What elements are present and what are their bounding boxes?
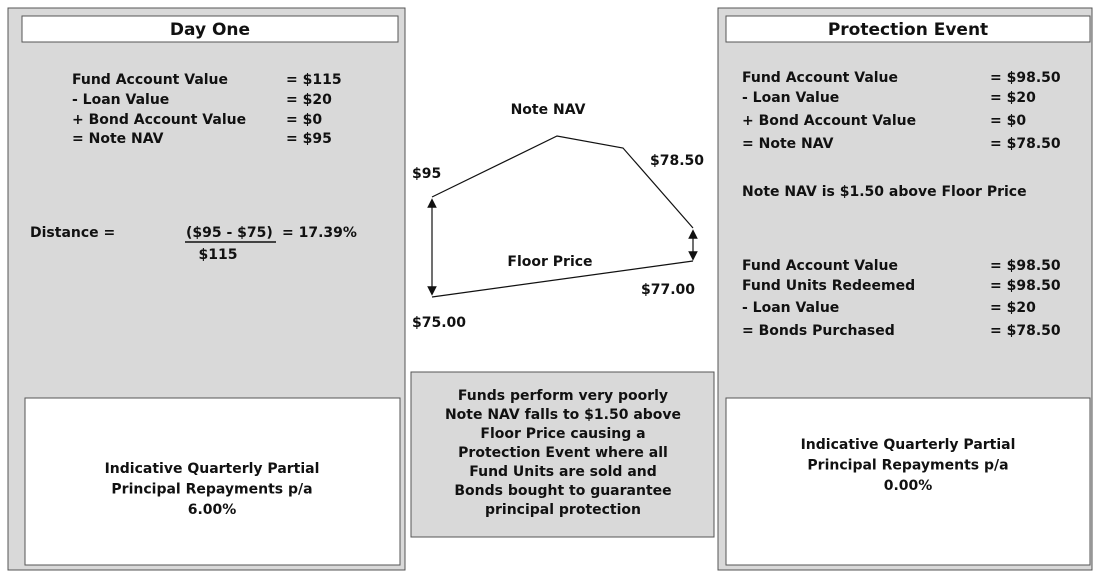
row-value: = $0 bbox=[286, 112, 322, 128]
row-value: = $20 bbox=[990, 90, 1036, 106]
row-label: Fund Units Redeemed bbox=[742, 278, 915, 294]
row-label: = Bonds Purchased bbox=[742, 323, 895, 339]
label: $78.50 bbox=[650, 153, 704, 169]
label: Floor Price bbox=[507, 254, 592, 270]
left-rows: Fund Account Value = $115 - Loan Value = $2… bbox=[72, 72, 342, 147]
text-line: Bonds bought to guarantee bbox=[454, 483, 671, 499]
right-rows: Fund Account Value = $98.50 - Loan Value = … bbox=[742, 70, 1061, 152]
row-label: + Bond Account Value bbox=[72, 112, 246, 128]
text-line: 6.00% bbox=[188, 502, 237, 518]
center-note: Funds perform very poorly Note NAV falls … bbox=[445, 388, 681, 518]
label: $77.00 bbox=[641, 282, 695, 298]
text-line: 0.00% bbox=[884, 478, 933, 494]
label: $95 bbox=[412, 166, 441, 182]
text-line: Indicative Quarterly Partial bbox=[801, 437, 1016, 453]
row-label: Fund Account Value bbox=[742, 258, 898, 274]
row-value: = $115 bbox=[286, 72, 342, 88]
right-title-box bbox=[725, 15, 1091, 43]
row-value: = $78.50 bbox=[990, 323, 1061, 339]
distance-prefix: Distance = bbox=[30, 225, 115, 241]
row-label: = Note NAV bbox=[72, 131, 164, 147]
text-line: Indicative Quarterly Partial bbox=[105, 461, 320, 477]
row-value: = $0 bbox=[990, 113, 1026, 129]
left-title: Day One bbox=[170, 20, 250, 40]
text-line: Funds perform very poorly bbox=[458, 388, 668, 404]
row-label: Fund Account Value bbox=[72, 72, 228, 88]
row-value: = $20 bbox=[990, 300, 1036, 316]
text-line: Fund Units are sold and bbox=[469, 464, 657, 480]
label: $75.00 bbox=[412, 315, 466, 331]
row-value: = $98.50 bbox=[990, 70, 1061, 86]
row-value: = $95 bbox=[286, 131, 332, 147]
left-title-box bbox=[21, 15, 399, 43]
row-value: = $78.50 bbox=[990, 136, 1061, 152]
text-line: Note NAV falls to $1.50 above bbox=[445, 407, 681, 423]
right-repayment-box bbox=[725, 397, 1091, 566]
row-label: - Loan Value bbox=[72, 92, 169, 108]
distance-numerator: ($95 - $75) bbox=[186, 225, 273, 241]
right-rows2: Fund Account Value = $98.50 Fund Units Red… bbox=[742, 258, 1061, 339]
text-line: Principal Repayments p/a bbox=[111, 482, 312, 498]
text-line: Floor Price causing a bbox=[480, 426, 645, 442]
left-repayment: Indicative Quarterly Partial Principal Re… bbox=[105, 461, 320, 518]
row-value: = $20 bbox=[286, 92, 332, 108]
text-line: Protection Event where all bbox=[458, 445, 668, 461]
distance-denominator: $115 bbox=[199, 247, 238, 263]
row-label: - Loan Value bbox=[742, 300, 839, 316]
label: Note NAV bbox=[511, 102, 586, 118]
row-label: - Loan Value bbox=[742, 90, 839, 106]
row-label: + Bond Account Value bbox=[742, 113, 916, 129]
distance-result: = 17.39% bbox=[282, 225, 357, 241]
row-label: Fund Account Value bbox=[742, 70, 898, 86]
row-value: = $98.50 bbox=[990, 278, 1061, 294]
left-repayment-box bbox=[24, 397, 401, 566]
nav-line bbox=[431, 135, 694, 229]
right-repayment: Indicative Quarterly Partial Principal Re… bbox=[801, 437, 1016, 494]
right-title: Protection Event bbox=[828, 20, 988, 40]
center-note-box bbox=[410, 371, 715, 538]
floor-line bbox=[431, 260, 694, 298]
text-line: principal protection bbox=[485, 502, 641, 518]
row-value: = $98.50 bbox=[990, 258, 1061, 274]
right-note: Note NAV is $1.50 above Floor Price bbox=[742, 184, 1027, 200]
text-line: Principal Repayments p/a bbox=[807, 458, 1008, 474]
row-label: = Note NAV bbox=[742, 136, 834, 152]
